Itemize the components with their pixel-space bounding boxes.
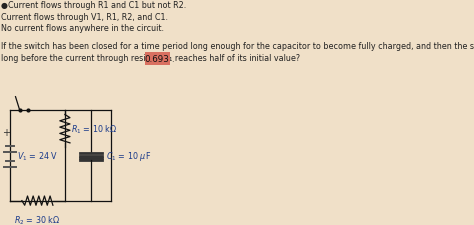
Text: .: . [172,55,174,64]
Text: $R_1$ = 10 k$\Omega$: $R_1$ = 10 k$\Omega$ [71,123,118,135]
Text: Current flows through V1, R1, R2, and C1.: Current flows through V1, R1, R2, and C1… [1,13,168,22]
Text: +: + [2,128,10,138]
Text: $C_1$ = 10 $\mu$F: $C_1$ = 10 $\mu$F [106,149,151,162]
Text: ●Current flows through R1 and C1 but not R2.: ●Current flows through R1 and C1 but not… [1,1,187,10]
Text: 0.693: 0.693 [145,55,170,64]
Text: $R_2$ = 30 k$\Omega$: $R_2$ = 30 k$\Omega$ [14,213,61,225]
Text: $V_1$ = 24 V: $V_1$ = 24 V [17,150,58,162]
Text: long before the current through resistor R₁ reaches half of its initial value?: long before the current through resistor… [1,53,301,62]
Text: No current flows anywhere in the circuit.: No current flows anywhere in the circuit… [1,24,164,33]
FancyBboxPatch shape [145,53,170,66]
Text: If the switch has been closed for a time period long enough for the capacitor to: If the switch has been closed for a time… [1,42,474,51]
